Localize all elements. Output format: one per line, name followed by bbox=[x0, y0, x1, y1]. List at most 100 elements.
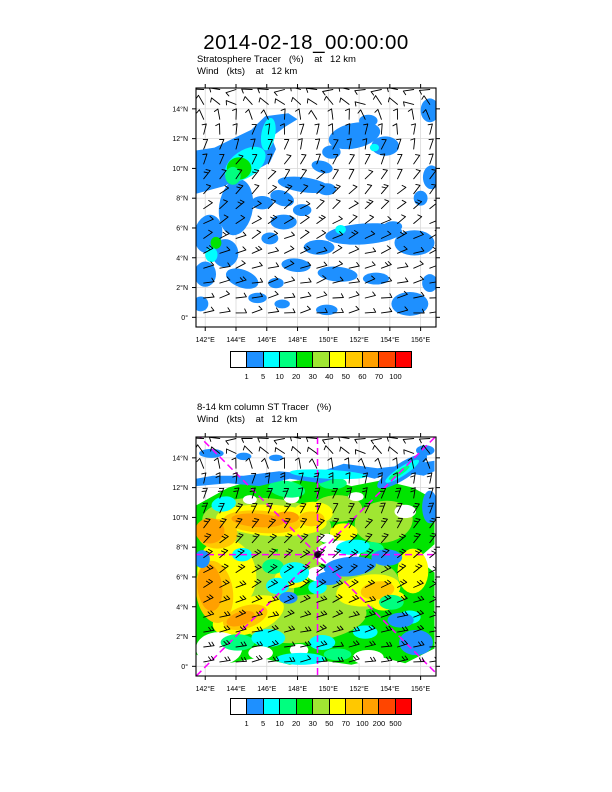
svg-text:12°N: 12°N bbox=[172, 135, 188, 143]
svg-text:4°N: 4°N bbox=[176, 254, 188, 262]
svg-text:6°N: 6°N bbox=[176, 224, 188, 232]
colorbar-cell bbox=[312, 699, 329, 714]
axis-tick-labels: 142°E 144°E 146°E 148°E 150°E 152°E 154°E 156°E… bbox=[172, 105, 430, 344]
svg-text:6°N: 6°N bbox=[176, 573, 188, 581]
colorbar-tick-label: 50 bbox=[341, 372, 350, 381]
svg-text:0°: 0° bbox=[181, 314, 188, 322]
axis-ticks bbox=[192, 84, 440, 331]
colorbar-cell bbox=[394, 352, 411, 367]
map-plot-area bbox=[196, 88, 436, 327]
svg-text:144°E: 144°E bbox=[226, 336, 245, 344]
panel1-colorbar: 1 5 10 20 30 40 50 60 70 100 bbox=[230, 351, 412, 382]
colorbar-cell bbox=[345, 352, 362, 367]
svg-text:142°E: 142°E bbox=[196, 336, 215, 344]
colorbar-cell bbox=[262, 699, 280, 714]
panel2-colorbar: 1 5 10 20 30 50 70 100 200 500 bbox=[230, 698, 412, 729]
storm-center-dot bbox=[313, 550, 322, 559]
svg-text:4°N: 4°N bbox=[176, 603, 188, 611]
colorbar-cell bbox=[231, 699, 247, 714]
colorbar-tick-label: 5 bbox=[260, 372, 266, 381]
colorbar-cell bbox=[378, 699, 395, 714]
colorbar-labels: 1 5 10 20 30 50 70 100 200 500 bbox=[230, 719, 412, 729]
colorbar-cell bbox=[328, 352, 346, 367]
axis-ticks bbox=[192, 433, 440, 680]
panel2-subtitle-line1: 8-14 km column ST Tracer (%) bbox=[197, 402, 332, 413]
colorbar-tick-label: 1 bbox=[244, 719, 249, 728]
svg-text:156°E: 156°E bbox=[411, 336, 430, 344]
map-border bbox=[195, 436, 437, 677]
colorbar-tick-label: 30 bbox=[308, 372, 317, 381]
svg-text:10°N: 10°N bbox=[172, 514, 188, 522]
svg-text:0°: 0° bbox=[181, 663, 188, 671]
colorbar-tick-label: 30 bbox=[308, 719, 317, 728]
colorbar-tick-label: 10 bbox=[275, 719, 284, 728]
colorbar-cell bbox=[328, 699, 346, 714]
colorbar-cell bbox=[246, 352, 263, 367]
stratosphere-tracer-map: 142°E 144°E 146°E 148°E 150°E 152°E 154°E 156°E… bbox=[172, 84, 440, 344]
map-plot-area bbox=[196, 437, 436, 676]
colorbar-tick-label: 40 bbox=[325, 372, 334, 381]
colorbar-cell bbox=[295, 352, 313, 367]
svg-text:152°E: 152°E bbox=[349, 685, 368, 693]
svg-text:154°E: 154°E bbox=[380, 336, 399, 344]
panel1-subtitle-line1: Stratosphere Tracer (%) at 12 km bbox=[197, 54, 356, 65]
svg-text:148°E: 148°E bbox=[288, 685, 307, 693]
svg-text:10°N: 10°N bbox=[172, 165, 188, 173]
figure-title: 2014-02-18_00:00:00 bbox=[203, 31, 409, 54]
panel1-subtitle-line2: Wind (kts) at 12 km bbox=[197, 65, 298, 77]
colorbar-tick-label: 50 bbox=[325, 719, 334, 728]
colorbar-cell bbox=[295, 699, 313, 714]
colorbar-tick-label: 70 bbox=[341, 719, 350, 728]
svg-text:142°E: 142°E bbox=[196, 685, 215, 693]
colorbar-tick-label: 200 bbox=[372, 719, 386, 728]
svg-text:14°N: 14°N bbox=[172, 454, 188, 462]
svg-text:14°N: 14°N bbox=[172, 105, 188, 113]
contour-fill-layer bbox=[196, 445, 436, 665]
colorbar-cell bbox=[345, 699, 362, 714]
colorbar-cells bbox=[230, 351, 412, 368]
svg-text:144°E: 144°E bbox=[226, 685, 245, 693]
svg-text:146°E: 146°E bbox=[257, 685, 276, 693]
svg-text:8°N: 8°N bbox=[176, 544, 188, 552]
colorbar-cell bbox=[361, 352, 379, 367]
colorbar-tick-label: 10 bbox=[275, 372, 284, 381]
axis-tick-labels: 142°E 144°E 146°E 148°E 150°E 152°E 154°E 156°E… bbox=[172, 454, 430, 693]
column-st-tracer-map: 142°E 144°E 146°E 148°E 150°E 152°E 154°E 156°E… bbox=[172, 433, 440, 693]
colorbar-tick-label: 100 bbox=[389, 372, 402, 381]
svg-text:2°N: 2°N bbox=[176, 284, 188, 292]
panel2-subtitle-line2: Wind (kts) at 12 km bbox=[197, 413, 298, 425]
colorbar-cell bbox=[279, 352, 296, 367]
svg-text:154°E: 154°E bbox=[380, 685, 399, 693]
map-border bbox=[195, 87, 437, 328]
colorbar-cell bbox=[312, 352, 329, 367]
colorbar-cell bbox=[231, 352, 247, 367]
colorbar-tick-label: 60 bbox=[358, 372, 367, 381]
svg-text:156°E: 156°E bbox=[411, 685, 430, 693]
contour-fill-layer bbox=[196, 98, 436, 316]
colorbar-cell bbox=[361, 699, 379, 714]
panel1-subtitle-block: Stratosphere Tracer (%) at 12 km Wind (k… bbox=[197, 54, 356, 77]
colorbar-labels: 1 5 10 20 30 40 50 60 70 100 bbox=[230, 372, 412, 382]
svg-text:150°E: 150°E bbox=[319, 336, 338, 344]
colorbar-tick-label: 500 bbox=[389, 719, 402, 728]
colorbar-cell bbox=[394, 699, 411, 714]
svg-text:148°E: 148°E bbox=[288, 336, 307, 344]
colorbar-cells bbox=[230, 698, 412, 715]
wind-barbs bbox=[196, 88, 436, 314]
colorbar-tick-label: 1 bbox=[244, 372, 249, 381]
colorbar-tick-label: 20 bbox=[292, 719, 301, 728]
svg-text:146°E: 146°E bbox=[257, 336, 276, 344]
colorbar-cell bbox=[378, 352, 395, 367]
svg-text:152°E: 152°E bbox=[349, 336, 368, 344]
colorbar-cell bbox=[279, 699, 296, 714]
colorbar-cell bbox=[246, 699, 263, 714]
svg-text:8°N: 8°N bbox=[176, 195, 188, 203]
panel2-subtitle-block: 8-14 km column ST Tracer (%) Wind (kts) … bbox=[197, 402, 331, 425]
colorbar-tick-label: 100 bbox=[356, 719, 369, 728]
colorbar-cell bbox=[262, 352, 280, 367]
colorbar-tick-label: 70 bbox=[374, 372, 384, 381]
wind-barbs bbox=[196, 437, 436, 663]
svg-text:12°N: 12°N bbox=[172, 484, 188, 492]
colorbar-tick-label: 20 bbox=[292, 372, 301, 381]
